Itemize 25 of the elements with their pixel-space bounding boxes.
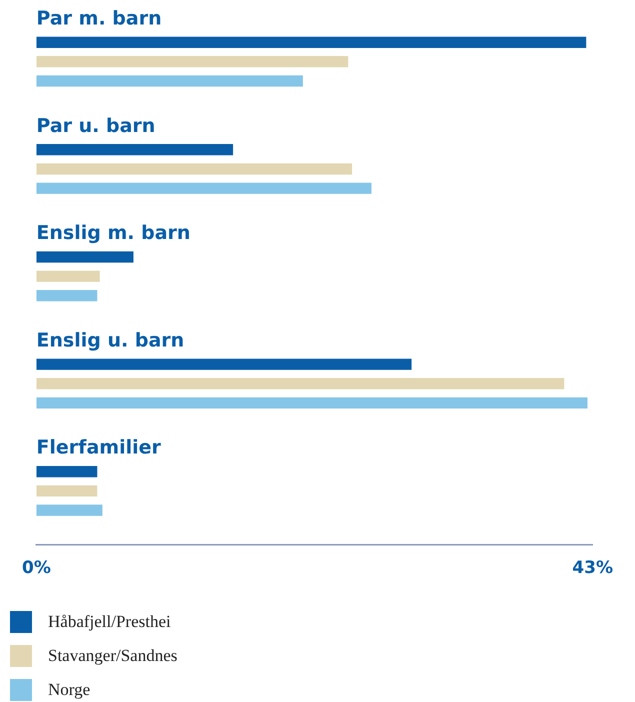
- x-tick-label: 43%: [572, 558, 614, 578]
- bar: [36, 182, 372, 194]
- x-tick-label: 0%: [22, 558, 51, 578]
- bar: [36, 144, 234, 156]
- bar: [36, 270, 100, 282]
- bar: [36, 485, 98, 497]
- y-tick-label: Par m. barn: [36, 7, 162, 30]
- y-tick-label: Flerfamilier: [36, 436, 162, 459]
- bar: [36, 466, 98, 478]
- bar: [36, 163, 352, 175]
- bar: [36, 251, 134, 263]
- y-tick-label: Enslig m. barn: [36, 222, 190, 244]
- bar: [36, 397, 588, 409]
- bar: [36, 504, 102, 516]
- legend-label: Håbafjell/Presthei: [48, 612, 171, 632]
- bar: [36, 290, 98, 302]
- bar: [36, 56, 348, 68]
- bar: [36, 378, 564, 390]
- bar: [36, 358, 412, 370]
- legend-label: Stavanger/Sandnes: [48, 646, 178, 666]
- bar: [36, 36, 586, 48]
- bar: [36, 75, 303, 87]
- y-tick-label: Par u. barn: [36, 114, 156, 137]
- legend-label: Norge: [48, 680, 90, 700]
- y-tick-label: Enslig u. barn: [36, 329, 184, 352]
